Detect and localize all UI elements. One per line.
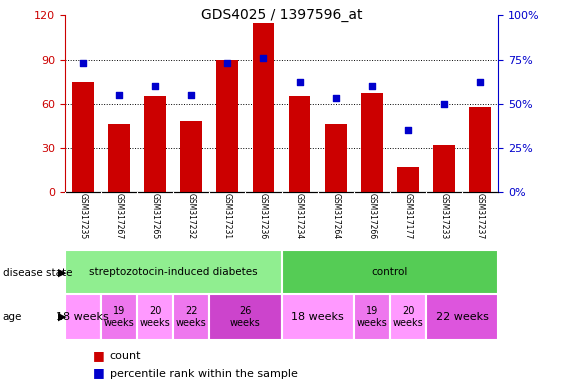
Bar (144, 96, 166, 192)
Text: age: age (3, 312, 22, 322)
Text: 18 weeks: 18 weeks (291, 312, 344, 322)
Text: GSM317236: GSM317236 (259, 193, 268, 239)
Text: GSM317233: GSM317233 (440, 193, 449, 239)
Bar (470, 107, 491, 192)
Text: ■: ■ (93, 366, 105, 379)
Text: 19
weeks: 19 weeks (356, 306, 387, 328)
Text: ▶: ▶ (58, 312, 66, 322)
Text: 20
weeks: 20 weeks (140, 306, 171, 328)
Text: 19
weeks: 19 weeks (104, 306, 135, 328)
Bar (101, 294, 137, 340)
Bar (361, 93, 383, 192)
Point (78, 60, 87, 66)
Point (295, 79, 304, 86)
Bar (108, 124, 129, 192)
Text: GSM317232: GSM317232 (187, 193, 196, 239)
Text: control: control (372, 266, 408, 277)
Point (187, 92, 196, 98)
Text: 20
weeks: 20 weeks (392, 306, 423, 328)
Text: GSM317265: GSM317265 (150, 193, 159, 239)
Text: disease state: disease state (3, 268, 72, 278)
Bar (65, 294, 101, 340)
Text: GDS4025 / 1397596_at: GDS4025 / 1397596_at (201, 8, 362, 22)
Text: count: count (110, 351, 141, 361)
Bar (65, 250, 282, 294)
Point (259, 55, 268, 61)
Bar (390, 294, 426, 340)
Text: 26
weeks: 26 weeks (230, 306, 261, 328)
Bar (289, 96, 310, 192)
Text: GSM317264: GSM317264 (331, 193, 340, 239)
Text: GSM317267: GSM317267 (114, 193, 123, 239)
Bar (282, 294, 354, 340)
Point (114, 92, 123, 98)
Bar (397, 167, 419, 192)
Bar (325, 124, 347, 192)
Point (404, 127, 413, 133)
Bar (216, 60, 238, 192)
Bar (209, 294, 282, 340)
Point (331, 95, 340, 101)
Point (476, 79, 485, 86)
Text: GSM317234: GSM317234 (295, 193, 304, 239)
Text: GSM317235: GSM317235 (78, 193, 87, 239)
Text: ■: ■ (93, 349, 105, 362)
Point (367, 83, 376, 89)
Bar (72, 82, 93, 192)
Text: percentile rank within the sample: percentile rank within the sample (110, 369, 298, 379)
Bar (282, 250, 498, 294)
Text: 18 weeks: 18 weeks (56, 312, 109, 322)
Text: ▶: ▶ (58, 268, 66, 278)
Bar (137, 294, 173, 340)
Bar (253, 23, 274, 192)
Bar (173, 294, 209, 340)
Bar (434, 145, 455, 192)
Text: GSM317237: GSM317237 (476, 193, 485, 239)
Text: 22 weeks: 22 weeks (436, 312, 489, 322)
Bar (180, 121, 202, 192)
Point (223, 60, 232, 66)
Text: GSM317266: GSM317266 (367, 193, 376, 239)
Text: 22
weeks: 22 weeks (176, 306, 207, 328)
Point (440, 101, 449, 107)
Text: streptozotocin-induced diabetes: streptozotocin-induced diabetes (89, 266, 257, 277)
Bar (426, 294, 498, 340)
Point (150, 83, 159, 89)
Bar (354, 294, 390, 340)
Text: GSM317231: GSM317231 (223, 193, 232, 239)
Text: GSM317177: GSM317177 (404, 193, 413, 239)
